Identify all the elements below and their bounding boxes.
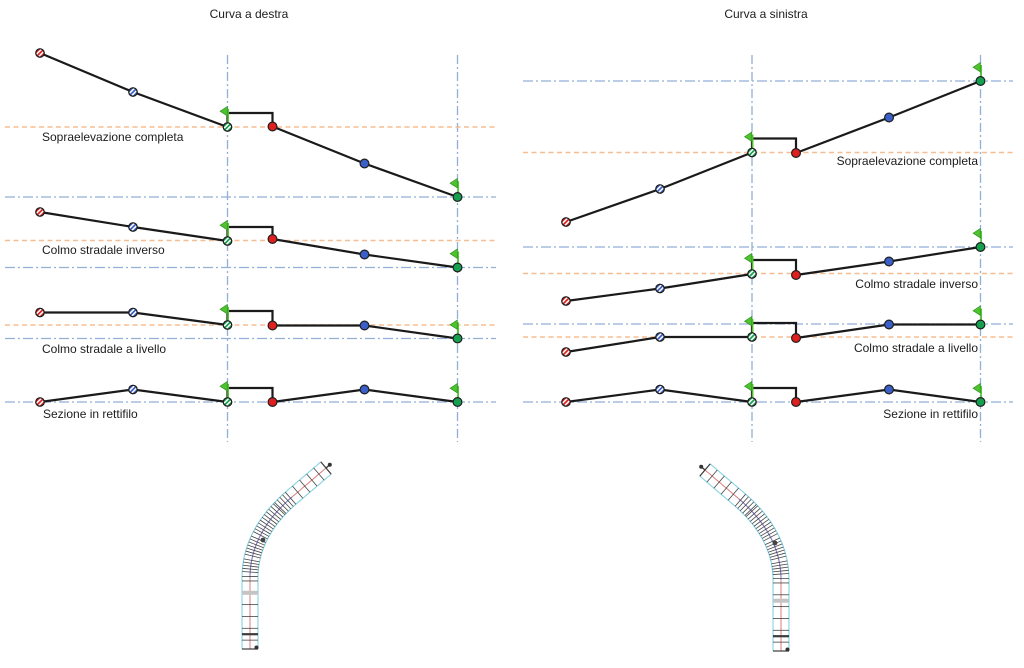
point-marker <box>975 397 986 408</box>
point-marker <box>975 75 986 86</box>
point-marker <box>790 148 801 159</box>
right-label-colmo-stradale-inverso: Colmo stradale inverso <box>855 277 978 291</box>
pivot-flag-icon <box>219 219 229 237</box>
point-marker <box>790 397 801 408</box>
left-elevation-diagram <box>5 48 496 442</box>
point-marker <box>883 256 894 267</box>
pivot-flag-icon <box>743 315 754 333</box>
pivot-flag-icon <box>743 252 754 270</box>
plan-end-station-marker <box>699 464 704 469</box>
point-marker <box>883 384 894 395</box>
pivot-flag-icon <box>743 380 754 398</box>
right-plan-view <box>699 463 790 652</box>
hatched-point-marker <box>129 88 137 96</box>
right-diagram-title: Curva a sinistra <box>724 7 808 21</box>
pivot-flag-icon <box>743 131 754 149</box>
left-diagram-title: Curva a destra <box>209 7 289 21</box>
point-marker <box>267 397 278 408</box>
point-marker <box>267 121 278 132</box>
left-label-colmo-stradale-a-livello: Colmo stradale a livello <box>42 342 167 356</box>
right-label-sezione-in-rettifilo: Sezione in rettifilo <box>883 407 978 421</box>
plan-curve-midpoint-marker <box>260 537 266 543</box>
point-marker <box>452 397 463 408</box>
left-label-sopraelevazione-completa: Sopraelevazione completa <box>42 130 184 144</box>
point-marker <box>452 192 463 203</box>
right-label-colmo-stradale-a-livello: Colmo stradale a livello <box>853 341 978 355</box>
pivot-flag-icon <box>219 303 229 321</box>
left-label-colmo-stradale-inverso: Colmo stradale inverso <box>42 243 165 257</box>
point-marker <box>790 270 801 281</box>
right-label-sopraelevazione-completa: Sopraelevazione completa <box>836 154 978 168</box>
point-marker <box>359 158 370 169</box>
plan-curve-midpoint-marker <box>772 540 778 546</box>
point-marker <box>359 320 370 331</box>
point-marker <box>452 262 463 273</box>
point-marker <box>883 112 894 123</box>
point-marker <box>267 234 278 245</box>
hatched-point-marker <box>656 185 664 193</box>
plan-end-station-marker <box>327 462 332 467</box>
right-elevation-diagram <box>523 55 1013 442</box>
pivot-flag-icon <box>219 380 229 398</box>
point-marker <box>267 320 278 331</box>
point-marker <box>975 242 986 253</box>
hatched-point-marker <box>36 49 44 57</box>
left-label-sezione-in-rettifilo: Sezione in rettifilo <box>43 407 138 421</box>
left-plan-view <box>241 461 332 650</box>
pivot-flag-icon <box>219 105 229 123</box>
point-marker <box>359 249 370 260</box>
point-marker <box>975 319 986 330</box>
point-marker <box>883 319 894 330</box>
plan-start-station-marker <box>785 647 790 652</box>
plan-start-station-marker <box>254 645 259 650</box>
hatched-point-marker <box>562 218 570 226</box>
point-marker <box>452 333 463 344</box>
point-marker <box>359 384 370 395</box>
point-marker <box>790 333 801 344</box>
